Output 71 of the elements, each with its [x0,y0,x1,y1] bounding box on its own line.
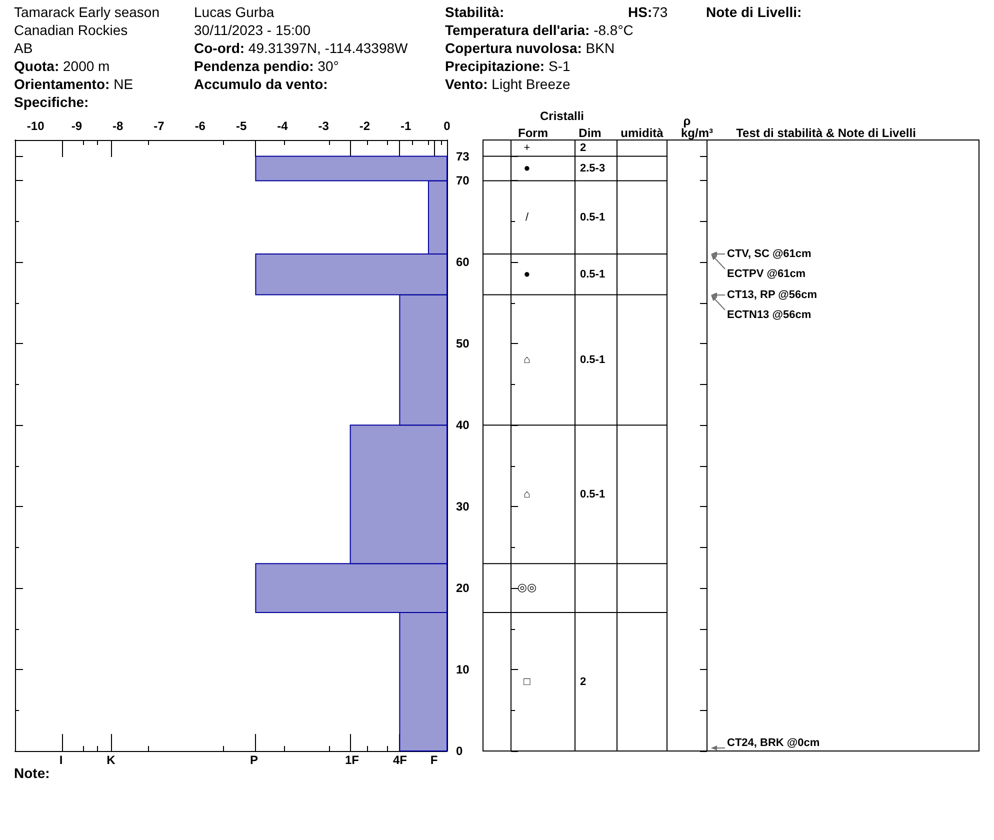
text: K [106,753,116,767]
text: Temperatura dell'aria: -8.8°C [445,22,634,38]
text: 2 [580,142,586,154]
text: ● [524,162,530,175]
text: AB [14,40,33,56]
x-tick-label: -10 [26,119,45,133]
text: Note: [14,765,50,781]
text: ◎◎ [517,582,537,594]
text: Copertura nuvolosa: BKN [445,40,615,56]
x-tick-label: 0 [444,119,451,133]
y-tick-label: 60 [456,255,470,270]
text: ECTPV @61cm [727,268,806,280]
x-tick-label: -4 [277,119,288,133]
text: ECTN13 @56cm [727,308,812,321]
text: I [59,753,63,767]
x-tick-label: -1 [400,119,412,133]
text: umidità [620,126,664,140]
text: Test di stabilità & Note di Livelli [736,126,916,140]
text: Quota: 2000 m [14,58,110,74]
text: □ [524,676,531,688]
text: 2.5-3 [580,162,606,175]
text: HS:73 [628,4,668,20]
text: 0.5-1 [580,211,606,224]
text: Specifiche: [14,94,89,110]
text: 4F [392,753,408,767]
text: 2 [580,676,586,688]
y-tick-label: 0 [456,744,463,758]
text: Vento: Light Breeze [445,76,570,92]
text: Orientamento: NE [14,76,134,92]
x-tick-label: -3 [318,119,330,133]
text: Precipitazione: S-1 [445,58,570,74]
text: Form [518,126,548,140]
text: ● [524,268,530,280]
text: 1F [344,753,360,767]
text: CT24, BRK @0cm [727,737,820,749]
text: Accumulo da vento: [194,76,328,92]
x-tick-label: -7 [154,119,165,133]
text: F [430,753,438,767]
x-tick-label: -8 [112,119,124,133]
text: 30/11/2023 - 15:00 [194,22,311,38]
text: ⌂ [524,488,530,500]
text: / [525,211,530,224]
text: Canadian Rockies [14,22,128,38]
text: Dim [578,126,602,140]
y-tick-label: 73 [456,149,470,164]
text: Stabilità: [445,4,504,20]
text: ⌂ [524,354,530,366]
text: CT13, RP @56cm [727,288,818,301]
x-tick-label: -6 [194,119,206,133]
text: P [250,753,258,767]
text: Co-ord: 49.31397N, -114.43398W [194,40,408,56]
text: Lucas Gurba [194,4,274,20]
text: Cristalli [540,109,584,123]
y-tick-label: 40 [456,418,470,432]
text: ρ [683,114,691,128]
text: + [524,142,530,154]
y-tick-label: 70 [456,174,470,188]
y-tick-label: 20 [456,581,470,596]
text: Note di Livelli: [706,4,802,20]
y-tick-label: 30 [456,500,470,514]
text: 0.5-1 [580,268,606,280]
text: CTV, SC @61cm [727,248,812,260]
x-tick-label: -2 [359,119,370,133]
text: 0.5-1 [580,488,606,500]
x-tick-label: -9 [71,119,82,133]
text: 0.5-1 [580,354,606,366]
y-tick-label: 50 [456,336,470,351]
text: Pendenza pendio: 30° [194,58,339,74]
text: Tamarack Early season [14,4,160,20]
x-tick-label: -5 [236,119,247,133]
y-tick-label: 10 [456,662,470,677]
